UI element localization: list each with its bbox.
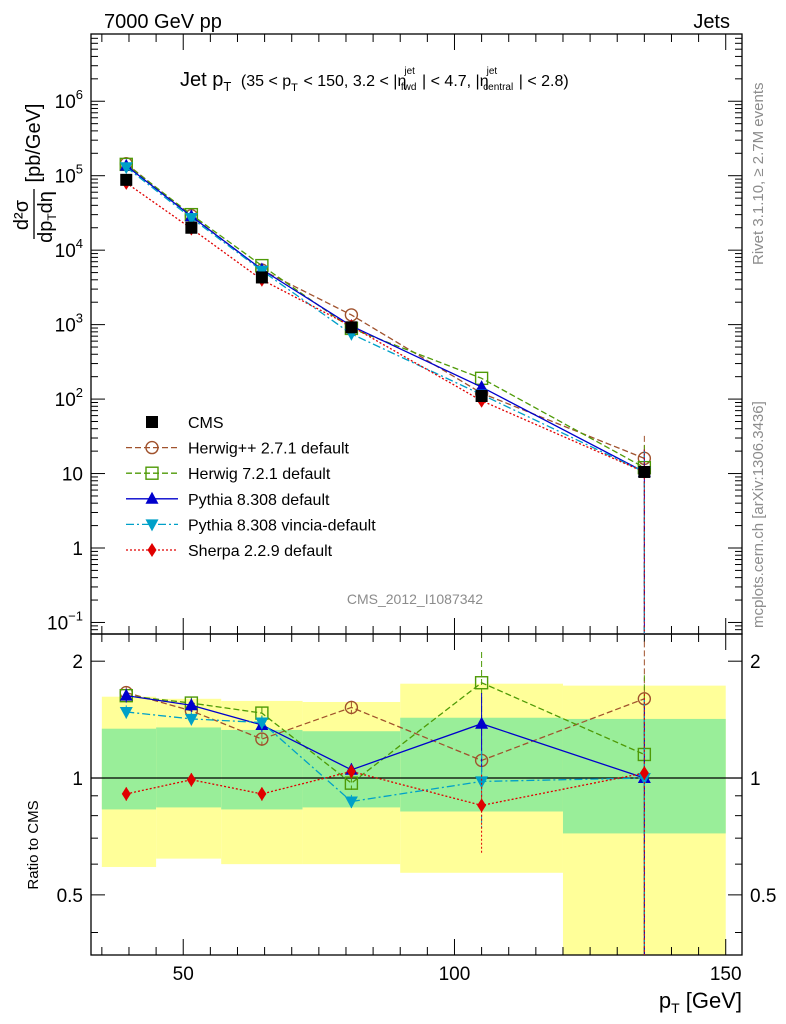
legend-marker xyxy=(145,440,159,455)
ratio-tick-label: 1 xyxy=(72,769,83,790)
legend-label: Pythia 8.308 default xyxy=(188,492,330,509)
svg-text:[pb/GeV]: [pb/GeV] xyxy=(23,104,45,183)
series-point xyxy=(184,213,198,226)
series-ratio-point xyxy=(475,776,489,789)
header-right: Jets xyxy=(693,11,730,33)
legend-entry: Pythia 8.308 vincia-default xyxy=(126,517,376,534)
series-line-main xyxy=(125,182,645,473)
series-ratio-point xyxy=(255,717,269,730)
ratio-tick-label-right: 1 xyxy=(750,769,761,790)
legend-label: Sherpa 2.2.9 default xyxy=(188,543,333,560)
legend-label: CMS xyxy=(188,415,224,432)
y-tick-label: 104 xyxy=(55,236,83,262)
series-line-ratio xyxy=(126,770,645,807)
series-ratio-point xyxy=(346,764,356,779)
y-tick-label: 105 xyxy=(55,162,83,188)
ratio-tick-label-right: 2 xyxy=(750,652,761,673)
series-ratio-point xyxy=(639,766,649,781)
series-ratio-point xyxy=(119,688,133,701)
ratio-tick-label: 0.5 xyxy=(57,886,83,907)
mcplots-label: mcplots.cern.ch [arXiv:1306.3436] xyxy=(750,401,767,628)
series-line-ratio xyxy=(126,681,645,784)
series-line-main xyxy=(125,163,645,459)
legend-marker xyxy=(145,466,159,480)
series-data xyxy=(120,173,651,478)
band-inner xyxy=(101,728,157,810)
series-ratio-point xyxy=(477,798,487,813)
series-ratio-point xyxy=(186,772,196,787)
series-line-ratio xyxy=(126,711,645,803)
svg-text:dpTdη: dpTdη xyxy=(35,191,59,243)
analysis-watermark: CMS_2012_I1087342 xyxy=(347,591,483,607)
series-line-main xyxy=(125,165,645,473)
x-tick-label: 50 xyxy=(173,964,194,985)
legend-entry: CMS xyxy=(146,415,224,432)
data-point xyxy=(185,221,198,234)
y-tick-label: 10−1 xyxy=(47,608,83,634)
series-ratio-point xyxy=(184,698,198,711)
series-ratio-point xyxy=(119,706,133,719)
legend-entry: Sherpa 2.2.9 default xyxy=(126,543,333,560)
series-line-ratio xyxy=(126,691,645,762)
series-layer xyxy=(119,156,652,955)
y-tick-label: 106 xyxy=(55,87,83,113)
legend-label: Pythia 8.308 vincia-default xyxy=(188,517,376,534)
ratio-tick-label: 2 xyxy=(72,652,83,673)
legend-marker xyxy=(147,543,157,557)
legend-marker xyxy=(146,416,158,428)
series-ratio-point xyxy=(184,713,198,726)
x-tick-label: 100 xyxy=(439,964,471,985)
data-point xyxy=(638,465,651,478)
data-point xyxy=(120,173,133,186)
data-point xyxy=(345,321,358,334)
legend-marker xyxy=(145,491,159,504)
series-point xyxy=(475,380,489,393)
y-tick-label: 103 xyxy=(55,311,83,337)
series-ratio-point xyxy=(257,786,267,801)
legend-entry: Herwig++ 2.7.1 default xyxy=(126,441,350,458)
data-point xyxy=(475,390,488,403)
series-ratio-point xyxy=(121,786,131,801)
band-inner xyxy=(156,727,222,808)
ratio-frame xyxy=(90,633,743,956)
x-tick-label: 150 xyxy=(710,964,742,985)
ratio-tick-label-right: 0.5 xyxy=(750,886,776,907)
series-ratio-point xyxy=(474,676,489,690)
series-point xyxy=(119,162,133,175)
series-line-ratio xyxy=(126,695,645,779)
y-axis-label-ratio: Ratio to CMS xyxy=(25,800,42,889)
x-axis-label: pT [GeV] xyxy=(659,988,742,1016)
plot-title: Jet pT (35 < pT < 150, 3.2 < |ηjet fwd | … xyxy=(180,66,569,96)
legend: CMS Herwig++ 2.7.1 default Herwig 7.2.1 de… xyxy=(126,415,376,560)
legend-entry: Herwig 7.2.1 default xyxy=(126,466,331,483)
svg-text:d²σ: d²σ xyxy=(11,199,33,230)
svg-text:Jet pT (35 < pT <: Jet pT (35 < pT < 150, 3.2 < |ηjet fwd | … xyxy=(180,66,569,96)
legend-label: Herwig++ 2.7.1 default xyxy=(188,441,350,458)
legend-marker xyxy=(145,519,159,532)
rivet-label: Rivet 3.1.10, ≥ 2.7M events xyxy=(750,83,767,266)
legend-entry: Pythia 8.308 default xyxy=(126,491,330,509)
legend-label: Herwig 7.2.1 default xyxy=(188,466,331,483)
y-tick-label: 102 xyxy=(55,385,83,411)
series-ratio-point xyxy=(255,732,269,746)
y-tick-label: 1 xyxy=(72,539,83,560)
series-line-main xyxy=(125,163,645,469)
series-ratio-point xyxy=(344,700,359,715)
header-left: 7000 GeV pp xyxy=(104,11,222,33)
y-axis-label-top: d²σ dpTdη [pb/GeV] xyxy=(11,104,59,243)
series-ratio-point xyxy=(344,796,358,809)
series-ratio-point xyxy=(475,716,489,729)
data-point xyxy=(255,271,268,284)
y-tick-label: 10 xyxy=(62,465,83,486)
